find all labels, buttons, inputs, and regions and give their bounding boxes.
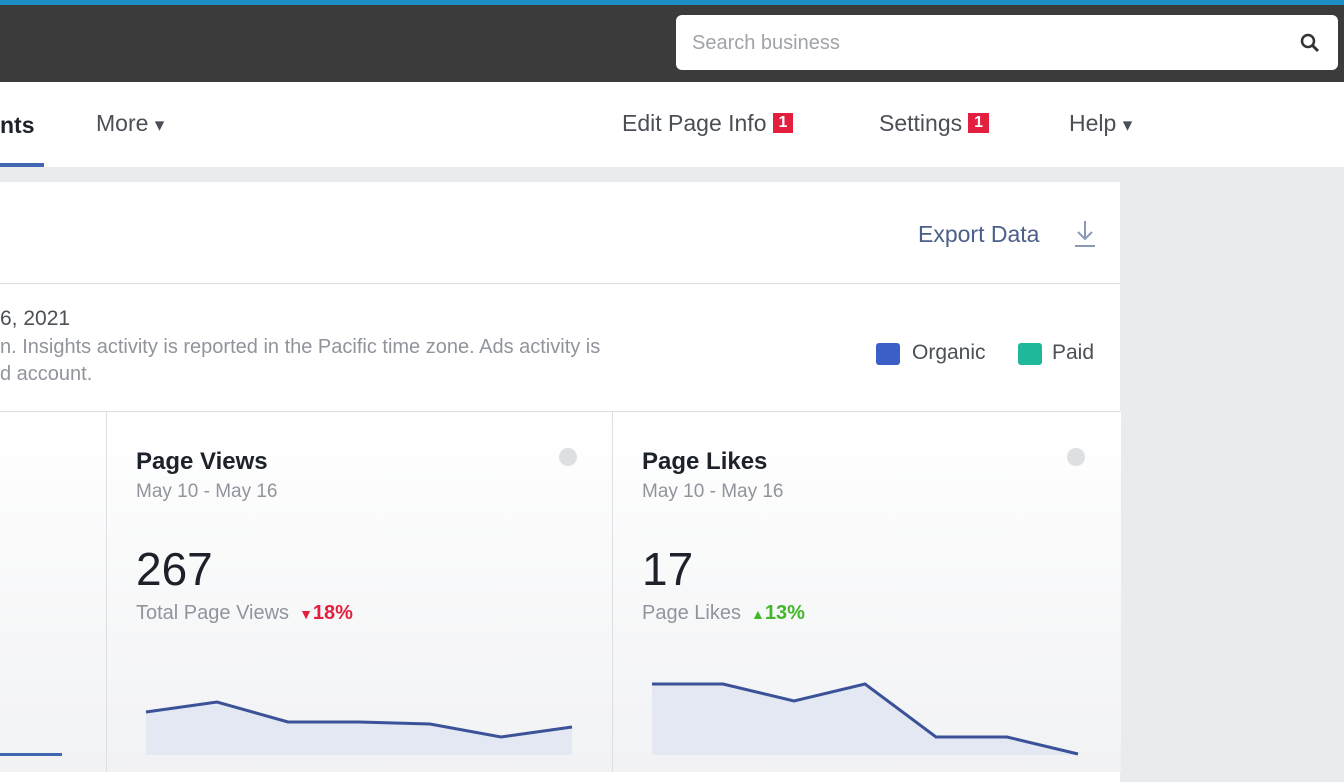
change: ▼18% (299, 602, 353, 624)
export-link[interactable]: Export Data (918, 221, 1040, 247)
action-label: Help (1069, 110, 1117, 136)
tab-label: More (96, 110, 149, 136)
change-value: 13% (764, 602, 805, 624)
card: Page Likes May 10 - May 16 17 Page Likes ▲13… (612, 412, 1121, 772)
sparkline (652, 682, 1079, 756)
sparkline-line (652, 682, 1079, 756)
card: Page Views May 10 - May 16 267 Total Page V… (106, 412, 613, 772)
change: ▲13% (751, 602, 805, 624)
tab[interactable]: nts (0, 112, 35, 138)
caption-text: Total Page Views (136, 602, 290, 624)
sparkline-line (145, 700, 573, 739)
info-icon (1067, 448, 1085, 466)
info-text: d account. (0, 363, 93, 385)
card-value: 17 (642, 543, 694, 595)
search-icon (1300, 33, 1320, 53)
card-caption: Total Page Views ▼18% (136, 602, 353, 625)
nav-bar: nts More ▾ Edit Page Info 1 Settings 1 Hel… (0, 82, 1344, 167)
nav-action[interactable]: Settings 1 (879, 110, 990, 137)
tab[interactable]: More ▾ (96, 110, 165, 136)
badge: 1 (772, 113, 794, 133)
divider (0, 411, 1120, 412)
search-box[interactable]: Search business (676, 15, 1338, 70)
card-title: Page Views (136, 448, 268, 475)
search-placeholder: Search business (692, 32, 840, 54)
card (0, 412, 106, 772)
info-icon (559, 448, 577, 466)
card-range: May 10 - May 16 (642, 481, 784, 502)
sparkline-fragment (0, 753, 62, 756)
legend-swatch (876, 343, 900, 365)
sparkline (145, 700, 573, 755)
divider (0, 283, 1120, 284)
tab-underline (0, 163, 44, 167)
sparkline-area (146, 702, 572, 755)
action-label: Edit Page Info (622, 110, 767, 136)
card-title: Page Likes (642, 448, 768, 475)
badge: 1 (968, 113, 990, 133)
legend-label: Paid (1052, 341, 1095, 364)
change-arrow: ▼ (299, 606, 313, 622)
date: 6, 2021 (0, 307, 71, 330)
nav-action[interactable]: Help ▾ (1069, 110, 1133, 136)
card-caption: Page Likes ▲13% (642, 602, 805, 625)
card-range: May 10 - May 16 (136, 481, 278, 502)
legend-swatch (1018, 343, 1042, 365)
change-arrow: ▲ (750, 606, 765, 622)
action-label: Settings (879, 110, 963, 136)
change-value: 18% (312, 602, 353, 624)
download-icon (1075, 221, 1095, 247)
nav-action[interactable]: Edit Page Info 1 (622, 110, 794, 137)
caption-text: Page Likes (642, 602, 741, 624)
legend-label: Organic (912, 341, 986, 364)
info-text: n. Insights activity is reported in the … (0, 336, 601, 358)
sparkline-area (652, 684, 1078, 755)
card-value: 267 (136, 543, 213, 595)
